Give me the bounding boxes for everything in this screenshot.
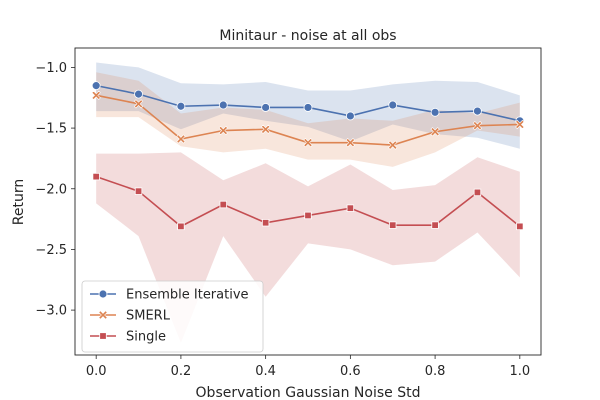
single-point (304, 211, 312, 220)
single-point (219, 200, 227, 209)
smerl-point (133, 99, 144, 109)
single-point (389, 221, 397, 229)
y-tick-label: −3.0 (35, 304, 67, 319)
single-point (431, 221, 439, 229)
smerl-point (176, 134, 186, 144)
series-markers (91, 81, 525, 231)
x-tick-label: 0.0 (86, 364, 107, 379)
x-tick-label: 0.4 (255, 364, 276, 379)
smerl-point (91, 90, 101, 100)
y-tick-label: −1.5 (35, 122, 67, 137)
ensemble-iterative-point (303, 103, 313, 112)
smerl-point (388, 140, 398, 150)
single-point (177, 222, 185, 231)
ensemble-iterative-point (473, 106, 482, 116)
single-point (92, 172, 100, 181)
single-legend-marker (99, 332, 107, 340)
legend: Ensemble Iterative SMERL Single (81, 280, 264, 353)
smerl-point (472, 121, 483, 131)
x-tick-label: 0.6 (340, 364, 361, 379)
x-axis-label: Observation Gaussian Noise Std (196, 385, 421, 400)
single-point (346, 204, 355, 212)
legend-box (81, 280, 264, 353)
y-tick-label: −1.0 (35, 61, 67, 76)
ensemble-iterative-point (218, 100, 228, 110)
ensemble-iterative-point (430, 107, 440, 117)
smerl-point (515, 119, 525, 130)
y-axis-ticks: −1.0 −1.5 −2.0 −2.5 −3.0 (35, 61, 75, 319)
smerl-legend-marker (98, 310, 108, 320)
smerl-point (218, 125, 228, 136)
x-axis-ticks: 0.0 0.2 0.4 0.6 0.8 1.0 (86, 355, 530, 379)
x-tick-label: 1.0 (509, 364, 530, 379)
y-axis-label: Return (11, 179, 27, 225)
single-point (516, 222, 524, 231)
single-point (261, 219, 270, 227)
smerl-point (430, 127, 440, 137)
y-tick-label: −2.5 (35, 243, 67, 258)
smerl-point (345, 138, 355, 148)
ensemble-iterative-point (134, 89, 143, 99)
y-tick-label: −2.0 (35, 182, 67, 197)
plot-frame (74, 47, 542, 356)
smerl-legend-label: SMERL (126, 309, 171, 324)
ensemble-iterative-point (345, 111, 355, 121)
x-tick-label: 0.2 (171, 364, 192, 379)
ensemble-iterative-point (388, 100, 398, 110)
x-tick-label: 0.8 (425, 364, 446, 379)
ensemble-iterative-legend-marker (98, 289, 108, 299)
ensemble-iterative-point (176, 101, 186, 111)
smerl-band (96, 72, 520, 167)
chart-title: Minitaur - noise at all obs (219, 28, 396, 44)
single-point (473, 188, 482, 197)
single-legend-label: Single (126, 330, 166, 345)
ensemble-iterative-point (91, 81, 101, 91)
single-point (134, 187, 143, 195)
single-band (96, 152, 520, 343)
smerl-point (303, 138, 313, 148)
ensemble-iterative-point (261, 103, 271, 112)
ensemble-iterative-legend-label: Ensemble Iterative (126, 288, 249, 303)
smerl-point (261, 124, 271, 134)
